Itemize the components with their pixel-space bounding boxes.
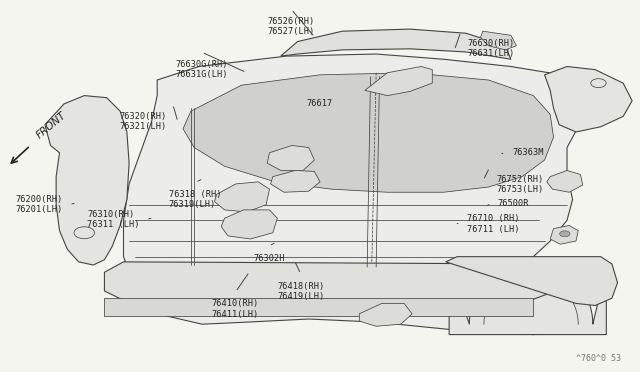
Polygon shape — [214, 182, 269, 212]
Text: 76318 (RH)
76319(LH): 76318 (RH) 76319(LH) — [169, 190, 221, 209]
Polygon shape — [445, 257, 618, 305]
Polygon shape — [545, 67, 632, 132]
Polygon shape — [281, 29, 511, 59]
Text: 76630G(RH)
76631G(LH): 76630G(RH) 76631G(LH) — [175, 60, 228, 79]
Polygon shape — [268, 145, 314, 170]
Polygon shape — [550, 225, 579, 244]
Text: ^760^0 53: ^760^0 53 — [576, 354, 621, 363]
Text: 76363M: 76363M — [512, 148, 543, 157]
Text: 76617: 76617 — [307, 99, 333, 108]
Polygon shape — [359, 304, 412, 326]
Text: 76418(RH)
76419(LH): 76418(RH) 76419(LH) — [277, 282, 324, 301]
Text: 76752(RH)
76753(LH): 76752(RH) 76753(LH) — [496, 175, 543, 194]
Text: 76630(RH)
76631(LH): 76630(RH) 76631(LH) — [467, 39, 515, 58]
Text: 76310(RH)
76311 (LH): 76310(RH) 76311 (LH) — [87, 210, 140, 229]
Text: 76410(RH)
76411(LH): 76410(RH) 76411(LH) — [212, 299, 259, 319]
Polygon shape — [547, 170, 583, 192]
Polygon shape — [221, 210, 277, 239]
Polygon shape — [449, 262, 606, 334]
Polygon shape — [124, 54, 595, 334]
Text: 76710 (RH)
76711 (LH): 76710 (RH) 76711 (LH) — [467, 214, 520, 234]
Text: 76302H: 76302H — [253, 254, 285, 263]
Text: 76500R: 76500R — [498, 199, 529, 208]
Polygon shape — [271, 170, 320, 192]
Polygon shape — [45, 96, 129, 265]
Polygon shape — [104, 262, 550, 301]
Polygon shape — [183, 73, 554, 192]
Polygon shape — [365, 67, 432, 96]
Polygon shape — [104, 298, 533, 316]
Text: 76320(RH)
76321(LH): 76320(RH) 76321(LH) — [119, 112, 166, 131]
Text: FRONT: FRONT — [35, 110, 68, 140]
Text: 76526(RH)
76527(LH): 76526(RH) 76527(LH) — [268, 17, 315, 36]
Circle shape — [559, 231, 570, 237]
Text: 76200(RH)
76201(LH): 76200(RH) 76201(LH) — [15, 195, 63, 214]
Polygon shape — [481, 31, 516, 50]
